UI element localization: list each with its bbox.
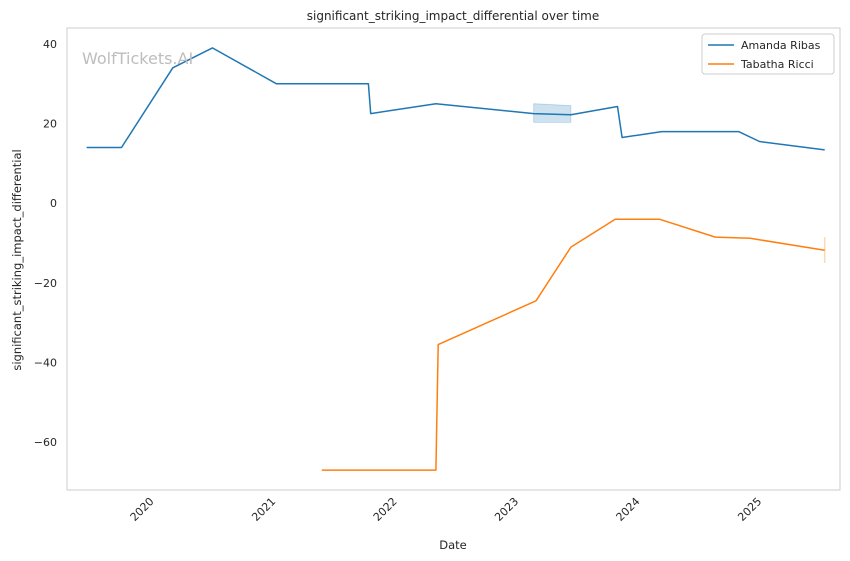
legend-box: [701, 33, 835, 75]
chart-title: significant_striking_impact_differential…: [307, 9, 599, 23]
legend-label-tabatha-ricci: Tabatha Ricci: [740, 58, 814, 71]
series-line-tabatha-ricci: [321, 218, 825, 471]
y-tick-label: 40: [43, 38, 57, 51]
series-line-amanda-ribas: [86, 47, 825, 151]
y-tick-label: 0: [50, 197, 57, 210]
y-tick-label: −60: [34, 436, 57, 449]
y-tick-label: 20: [43, 118, 57, 131]
series-lines: [86, 47, 825, 471]
y-axis-title: significant_striking_impact_differential: [10, 149, 24, 370]
confidence-band-amanda-ribas: [533, 103, 572, 123]
y-axis-ticks: −60 −40 −20 0 20 40: [34, 38, 57, 449]
legend-label-amanda-ribas: Amanda Ribas: [741, 39, 821, 52]
y-tick-label: −40: [34, 357, 57, 370]
y-tick-label: −20: [34, 277, 57, 290]
legend: Amanda Ribas Tabatha Ricci: [701, 33, 835, 75]
plot-area: [66, 27, 841, 491]
plot-frame: [66, 27, 841, 491]
x-axis-title: Date: [439, 538, 467, 552]
watermark: WolfTickets.AI: [82, 49, 193, 68]
